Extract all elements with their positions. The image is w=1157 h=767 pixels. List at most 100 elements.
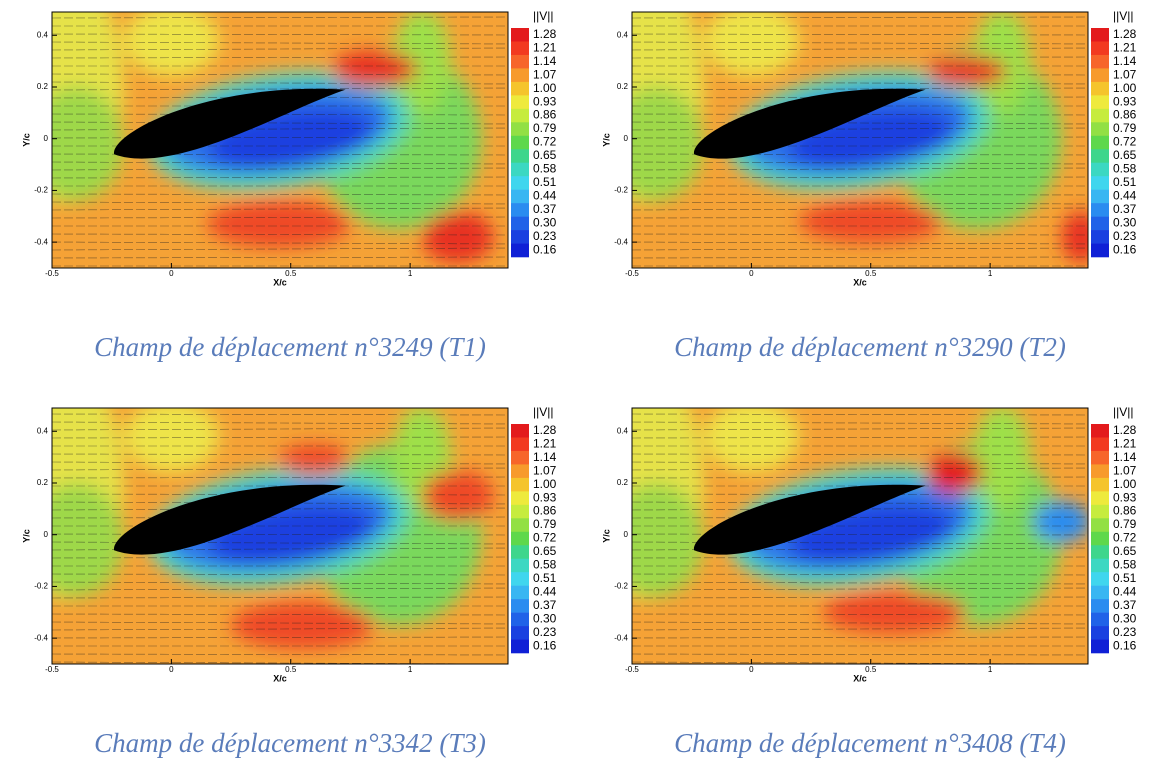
- plot-frame: [631, 407, 1089, 665]
- colorbar-swatch: [511, 41, 529, 56]
- colorbar-swatch: [1091, 203, 1109, 217]
- colorbar-swatch: [1091, 518, 1109, 533]
- colorbar-label: 0.16: [533, 242, 557, 256]
- y-tick-label: 0.4: [37, 426, 49, 435]
- y-axis-label: Y/c: [21, 133, 31, 147]
- colorbar-swatch: [511, 437, 529, 452]
- colorbar-label: 1.14: [533, 54, 557, 68]
- colorbar-swatch: [1091, 424, 1109, 438]
- colorbar-label: 0.44: [533, 585, 557, 599]
- colorbar-swatch: [1091, 135, 1109, 150]
- colorbar-swatch: [1091, 585, 1109, 600]
- colorbar-swatch: [511, 504, 529, 519]
- caption: Champ de déplacement n°3408 (T4): [674, 728, 1066, 758]
- x-tick-label: 1: [408, 269, 413, 278]
- y-tick-label: -0.4: [34, 237, 48, 246]
- colorbar-label: 1.07: [533, 67, 557, 81]
- colorbar-swatch: [1091, 599, 1109, 613]
- colorbar-label: 0.16: [1113, 638, 1137, 652]
- x-axis-label: X/c: [273, 277, 287, 287]
- colorbar-swatch: [511, 572, 529, 586]
- caption: Champ de déplacement n°3342 (T3): [94, 728, 486, 758]
- airfoil: [113, 88, 346, 159]
- colorbar-label: 1.07: [1113, 67, 1137, 81]
- colorbar-label: 0.23: [533, 229, 557, 243]
- colorbar-swatch: [511, 162, 529, 177]
- y-tick-label: 0.2: [37, 82, 49, 91]
- y-tick-label: -0.4: [34, 633, 48, 642]
- colorbar-title: ||V||: [1113, 405, 1133, 419]
- colorbar-swatch: [1091, 41, 1109, 56]
- y-tick-label: 0.4: [617, 426, 629, 435]
- colorbar-swatch: [1091, 108, 1109, 123]
- colorbar-label: 1.28: [1113, 423, 1137, 437]
- panel: -0.5 0 0.5 1-0.4-0.200.20.4X/cY/c||V||1.281…: [21, 9, 557, 362]
- colorbar-swatch: [1091, 122, 1109, 137]
- colorbar-label: 0.79: [533, 121, 557, 135]
- colorbar-swatch: [1091, 491, 1109, 506]
- colorbar-label: 0.51: [533, 571, 557, 585]
- x-tick-label: 1: [988, 665, 993, 674]
- y-axis-label: Y/c: [601, 529, 611, 543]
- colorbar-swatch: [511, 81, 529, 96]
- x-tick-label: -0.5: [625, 665, 639, 674]
- colorbar-swatch: [1091, 68, 1109, 83]
- colorbar-label: 0.65: [533, 148, 557, 162]
- colorbar-swatch: [511, 450, 529, 465]
- colorbar-swatch: [1091, 216, 1109, 231]
- colorbar-label: 0.65: [1113, 544, 1137, 558]
- colorbar-swatch: [511, 491, 529, 506]
- y-tick-label: -0.2: [34, 186, 48, 195]
- colorbar-swatch: [511, 108, 529, 123]
- colorbar-label: 1.21: [1113, 436, 1137, 450]
- airfoil: [693, 484, 926, 555]
- colorbar-label: 0.30: [533, 611, 557, 625]
- x-tick-label: 0.5: [865, 269, 877, 278]
- colorbar-swatch: [511, 626, 529, 640]
- colorbar-label: 1.21: [533, 40, 557, 54]
- colorbar-label: 0.58: [533, 162, 557, 176]
- colorbar-label: 1.00: [1113, 81, 1137, 95]
- colorbar-label: 1.14: [1113, 450, 1137, 464]
- colorbar-swatch: [1091, 28, 1109, 42]
- x-tick-label: 0.5: [285, 269, 297, 278]
- colorbar-swatch: [511, 176, 529, 190]
- colorbar-swatch: [1091, 54, 1109, 69]
- colorbar-label: 1.28: [1113, 27, 1137, 41]
- colorbar-label: 0.37: [1113, 202, 1137, 216]
- x-axis-label: X/c: [273, 673, 287, 683]
- y-tick-label: -0.2: [614, 582, 628, 591]
- colorbar-swatch: [1091, 437, 1109, 452]
- colorbar-label: 0.93: [533, 94, 557, 108]
- y-tick-label: -0.2: [34, 582, 48, 591]
- colorbar-label: 0.93: [1113, 490, 1137, 504]
- y-axis-label: Y/c: [21, 529, 31, 543]
- colorbar-swatch: [511, 230, 529, 244]
- y-tick-label: -0.4: [614, 633, 628, 642]
- colorbar-label: 0.93: [1113, 94, 1137, 108]
- x-tick-label: 0: [169, 665, 174, 674]
- colorbar-label: 0.51: [1113, 175, 1137, 189]
- colorbar-label: 0.79: [1113, 121, 1137, 135]
- y-tick-label: 0.4: [37, 30, 49, 39]
- colorbar-label: 1.00: [1113, 477, 1137, 491]
- velocity-field: [52, 408, 508, 664]
- colorbar-label: 0.72: [1113, 135, 1137, 149]
- colorbar-label: 0.86: [533, 108, 557, 122]
- x-tick-label: 0.5: [865, 665, 877, 674]
- plot-frame: [51, 407, 509, 665]
- colorbar-swatch: [1091, 639, 1109, 654]
- colorbar-label: 0.16: [533, 638, 557, 652]
- x-tick-label: 0: [749, 269, 754, 278]
- colorbar-label: 0.86: [1113, 108, 1137, 122]
- x-tick-label: 0: [169, 269, 174, 278]
- colorbar-label: 1.00: [533, 81, 557, 95]
- colorbar-swatch: [511, 122, 529, 137]
- y-tick-label: -0.2: [614, 186, 628, 195]
- y-tick-label: 0: [44, 530, 49, 539]
- colorbar-title: ||V||: [533, 9, 553, 23]
- colorbar-label: 0.30: [533, 215, 557, 229]
- colorbar-swatch: [511, 54, 529, 69]
- colorbar-label: 1.21: [533, 436, 557, 450]
- colorbar-label: 0.23: [1113, 625, 1137, 639]
